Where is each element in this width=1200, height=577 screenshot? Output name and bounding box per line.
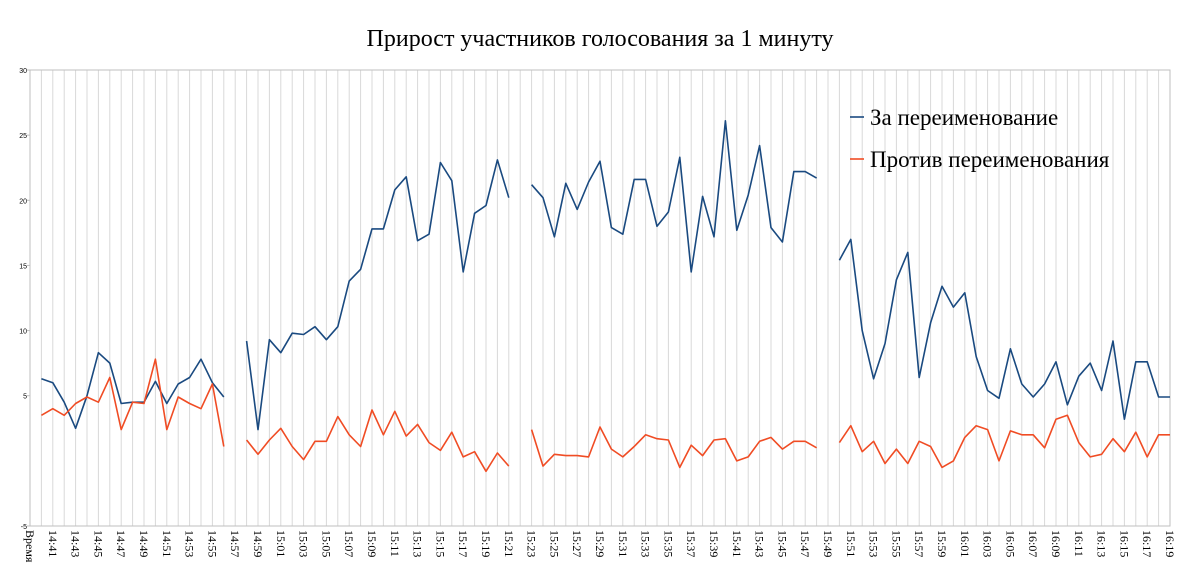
x-tick-label: 16:19 (1163, 530, 1177, 557)
x-tick-label: 15:25 (547, 530, 561, 557)
x-tick-label: 16:07 (1026, 530, 1040, 557)
x-tick-label: 16:11 (1072, 530, 1086, 557)
x-tick-label: 16:01 (958, 530, 972, 557)
x-tick-label: 15:21 (502, 530, 516, 557)
x-tick-label: 14:47 (114, 530, 128, 557)
x-tick-label: 15:13 (411, 530, 425, 557)
x-tick-label: 16:05 (1003, 530, 1017, 557)
y-tick-label: 25 (19, 133, 27, 140)
x-tick-label: 15:05 (319, 530, 333, 557)
y-tick-label: 15 (19, 263, 27, 270)
x-tick-label: 14:55 (205, 530, 219, 557)
x-tick-label: 16:03 (981, 530, 995, 557)
x-tick-label: 15:51 (844, 530, 858, 557)
x-tick-label: 15:57 (912, 530, 926, 557)
x-tick-label: 15:03 (297, 530, 311, 557)
x-tick-label: 14:51 (160, 530, 174, 557)
series-line (245, 409, 510, 473)
x-tick-label: 15:37 (684, 530, 698, 557)
legend-label: Против переименования (870, 147, 1110, 172)
x-tick-label: 15:29 (593, 530, 607, 557)
x-tick-label: 15:45 (775, 530, 789, 557)
y-tick-label: 30 (19, 68, 27, 75)
x-tick-label: 15:31 (616, 530, 630, 557)
x-tick-label: 15:09 (365, 530, 379, 557)
y-tick-label: 20 (19, 198, 27, 205)
x-tick-label: 15:23 (525, 530, 539, 557)
y-tick-label: 10 (19, 329, 27, 336)
x-tick-label: 15:01 (274, 530, 288, 557)
chart-title: Прирост участников голосования за 1 мину… (367, 26, 834, 52)
x-tick-label: 15:47 (798, 530, 812, 557)
x-tick-label: Время (23, 530, 37, 563)
x-tick-label: 16:09 (1049, 530, 1063, 557)
x-tick-label: 15:41 (730, 530, 744, 557)
x-tick-label: 14:41 (46, 530, 60, 557)
x-tick-label: 16:15 (1117, 530, 1131, 557)
x-tick-label: 15:35 (661, 530, 675, 557)
series-line (838, 238, 1170, 420)
x-tick-label: 15:49 (821, 530, 835, 557)
x-tick-label: 15:15 (433, 530, 447, 557)
x-tick-label: 16:17 (1140, 530, 1154, 557)
x-tick-label: 15:11 (388, 530, 402, 557)
series-line (530, 120, 817, 273)
x-tick-label: 14:49 (137, 530, 151, 557)
plot-border (29, 69, 1171, 527)
x-tick-label: 14:53 (183, 530, 197, 557)
x-tick-label: 15:17 (456, 530, 470, 557)
y-tick-label: -5 (21, 524, 27, 531)
series-line (530, 426, 817, 469)
x-tick-label: 15:39 (707, 530, 721, 557)
x-tick-label: 14:45 (91, 530, 105, 557)
series-line (40, 358, 225, 447)
x-tick-label: 15:19 (479, 530, 493, 557)
legend-label: За переименование (870, 105, 1058, 130)
x-tick-label: 15:43 (753, 530, 767, 557)
x-tick-label: 15:59 (935, 530, 949, 557)
x-tick-label: 15:55 (889, 530, 903, 557)
x-tick-label: 15:27 (570, 530, 584, 557)
x-tick-label: 14:43 (69, 530, 83, 557)
series-line (838, 414, 1170, 469)
x-tick-label: 15:33 (639, 530, 653, 557)
x-tick-label: 14:57 (228, 530, 242, 557)
x-tick-label: 14:59 (251, 530, 265, 557)
x-tick-label: 16:13 (1095, 530, 1109, 557)
x-tick-label: 15:53 (867, 530, 881, 557)
series-line (245, 159, 510, 431)
x-tick-label: 15:07 (342, 530, 356, 557)
y-tick-label: 5 (23, 394, 27, 401)
